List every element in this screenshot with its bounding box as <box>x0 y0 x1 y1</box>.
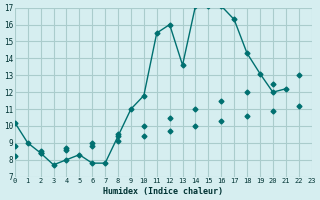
X-axis label: Humidex (Indice chaleur): Humidex (Indice chaleur) <box>103 187 223 196</box>
